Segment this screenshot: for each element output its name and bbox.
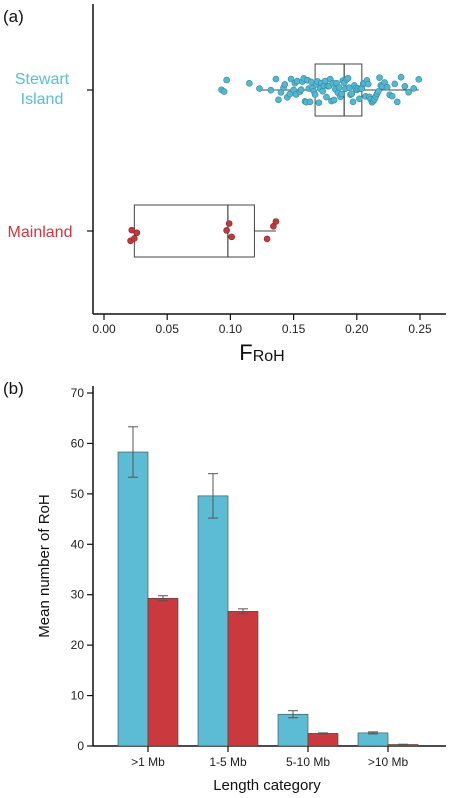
bar xyxy=(117,451,149,747)
x-tick-label: 0.15 xyxy=(282,322,306,336)
data-point xyxy=(275,96,282,104)
data-point xyxy=(223,227,230,234)
data-point xyxy=(405,88,412,96)
data-point xyxy=(376,74,383,81)
data-point xyxy=(388,92,396,100)
y-tick-label: 50 xyxy=(71,487,85,501)
data-point xyxy=(349,98,357,106)
data-point xyxy=(401,83,409,90)
x-tick-label: 0.10 xyxy=(219,322,243,336)
x-axis-title-sub: RoH xyxy=(253,348,285,365)
panel-b-label: (b) xyxy=(3,379,24,398)
data-point xyxy=(128,226,136,234)
data-point xyxy=(315,99,323,106)
data-point xyxy=(410,85,417,92)
group-label-mainland: Mainland xyxy=(8,224,73,241)
bars xyxy=(117,426,419,747)
x-tick-label-b: 5-10 Mb xyxy=(286,755,330,769)
data-point xyxy=(286,90,294,98)
data-point xyxy=(228,233,235,241)
y-ticks-b: 0 10 20 30 40 50 60 70 xyxy=(71,386,93,753)
jitter-points xyxy=(127,73,423,245)
data-point xyxy=(297,86,305,93)
data-point xyxy=(335,84,343,91)
x-axis-title-b: Length category xyxy=(213,777,321,794)
data-point xyxy=(246,80,253,87)
data-point xyxy=(131,235,138,242)
data-point xyxy=(319,87,326,95)
y-tick-label: 40 xyxy=(71,537,85,551)
panel-a: (a) Stewart Island Mainland 0.00 0.05 0.10… xyxy=(3,4,446,365)
x-tick-label-b: >1 Mb xyxy=(131,755,165,769)
y-tick-label: 0 xyxy=(77,739,84,753)
data-point xyxy=(393,98,401,106)
data-point xyxy=(415,76,423,83)
data-point xyxy=(267,86,275,94)
data-point xyxy=(311,91,319,98)
data-point xyxy=(397,73,405,81)
x-tick-label-b: 1-5 Mb xyxy=(209,755,247,769)
bar xyxy=(307,733,339,747)
x-tick-label: 0.20 xyxy=(345,322,369,336)
data-point xyxy=(364,80,372,88)
data-point xyxy=(256,85,263,92)
x-tick-label-b: >10 Mb xyxy=(368,755,409,769)
y-tick-label: 60 xyxy=(71,436,85,450)
bar xyxy=(357,732,389,747)
x-tick-label: 0.25 xyxy=(408,322,432,336)
bar xyxy=(227,611,259,747)
data-point xyxy=(272,75,280,83)
data-point xyxy=(287,75,295,83)
data-point xyxy=(374,88,382,95)
x-axis-title-f: F xyxy=(239,340,252,365)
x-tick-label: 0.05 xyxy=(156,322,180,336)
y-tick-label: 10 xyxy=(71,689,85,703)
bar xyxy=(277,713,309,747)
data-point xyxy=(220,88,228,95)
group-label-stewart-line2: Island xyxy=(21,91,64,108)
data-point xyxy=(330,96,338,104)
data-point xyxy=(223,76,230,84)
panel-a-label: (a) xyxy=(3,7,24,26)
data-point xyxy=(348,90,356,98)
bar xyxy=(197,495,229,747)
data-point xyxy=(263,235,271,243)
x-ticks-b: >1 Mb 1-5 Mb 5-10 Mb >10 Mb xyxy=(131,746,409,769)
y-axis-title-b: Mean number of RoH xyxy=(36,494,53,637)
data-point xyxy=(133,229,141,237)
data-point xyxy=(391,80,399,88)
data-point xyxy=(344,74,352,82)
data-point xyxy=(306,98,314,106)
x-axis-title-a: FRoH xyxy=(239,340,284,365)
data-point xyxy=(383,83,391,91)
bar xyxy=(147,597,179,747)
y-tick-label: 70 xyxy=(71,386,85,400)
y-tick-label: 20 xyxy=(71,638,85,652)
box xyxy=(133,204,255,258)
y-tick-label: 30 xyxy=(71,588,85,602)
data-point xyxy=(272,218,280,225)
data-point xyxy=(281,81,289,88)
data-point xyxy=(323,93,330,101)
data-point xyxy=(356,95,363,103)
x-tick-label: 0.00 xyxy=(92,322,116,336)
x-ticks: 0.00 0.05 0.10 0.15 0.20 0.25 xyxy=(92,314,432,336)
group-label-stewart-line1: Stewart xyxy=(15,71,70,88)
data-point xyxy=(225,220,233,227)
data-point xyxy=(338,90,345,98)
